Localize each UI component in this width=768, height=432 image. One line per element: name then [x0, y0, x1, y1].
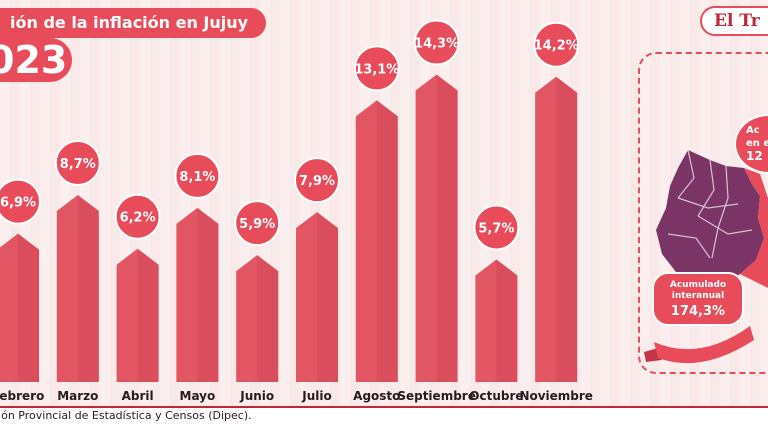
- value-bubble-noviembre: [533, 21, 580, 68]
- bar-shade-septiembre: [436, 74, 458, 383]
- month-label-marzo: Marzo: [57, 389, 98, 403]
- value-bubble-marzo: [54, 139, 101, 186]
- value-label-marzo: 8,7%: [60, 157, 96, 172]
- annotation-line-1: Ac: [746, 125, 760, 136]
- bar-marzo: [56, 194, 99, 382]
- bar-shade-marzo: [77, 194, 99, 382]
- map-panel: [638, 52, 768, 374]
- value-label-octubre: 5,7%: [478, 221, 514, 236]
- value-label-junio: 5,9%: [239, 217, 275, 232]
- value-label-abril: 6,2%: [120, 211, 156, 226]
- jujuy-map-icon: [656, 149, 768, 288]
- bar-septiembre: [415, 74, 458, 383]
- bar-shade-abril: [137, 248, 159, 382]
- ribbon-decoration: [644, 326, 754, 364]
- value-bubble-mayo: [174, 152, 221, 199]
- value-label-julio: 7,9%: [299, 174, 335, 189]
- bar-shade-julio: [317, 212, 338, 382]
- month-label-septiembre: Septiembre: [397, 389, 476, 403]
- value-bubble-abril: [114, 193, 161, 240]
- bar-julio: [296, 212, 338, 382]
- bar-shade-noviembre: [556, 76, 578, 382]
- value-label-febrero: 6,9%: [0, 196, 36, 211]
- value-bubble-febrero: [0, 178, 41, 225]
- bar-abril: [116, 248, 159, 382]
- chart-year: 023: [0, 38, 72, 82]
- inflation-bar-chart: 6,9% Febrero 8,7% Marzo 6,2% Abril 8,1% Mayo 5,9…: [0, 19, 593, 403]
- value-label-noviembre: 14,2%: [534, 39, 579, 54]
- value-bubble-agosto: [353, 45, 400, 92]
- accumulated-value: 174,3%: [670, 304, 726, 319]
- accumulated-label-2: interanual: [671, 291, 725, 301]
- brand-logo: El Tr: [700, 6, 768, 36]
- month-label-junio: Junio: [239, 389, 274, 403]
- month-label-noviembre: Noviembre: [519, 389, 593, 403]
- bar-febrero: [0, 233, 39, 382]
- footer-divider: [0, 406, 768, 408]
- accumulated-badge: Acumulado interanual 174,3%: [652, 272, 744, 326]
- bar-octubre: [475, 259, 518, 382]
- chart-title: ión de la inflación en Jujuy: [0, 8, 266, 38]
- footer-bar: [0, 407, 768, 432]
- month-label-febrero: Febrero: [0, 389, 44, 403]
- bar-shade-octubre: [496, 259, 518, 382]
- month-label-abril: Abril: [122, 389, 154, 403]
- bar-shade-junio: [257, 255, 279, 382]
- source-note: ción Provincial de Estadística y Censos …: [0, 409, 252, 422]
- bar-mayo: [176, 207, 219, 382]
- value-bubble-septiembre: [413, 19, 460, 66]
- value-bubble-junio: [234, 200, 281, 247]
- bar-shade-mayo: [197, 207, 219, 382]
- bar-shade-febrero: [18, 233, 39, 382]
- bar-noviembre: [535, 76, 578, 382]
- value-label-agosto: 13,1%: [354, 62, 399, 77]
- annotation-line-2: en e: [746, 138, 768, 149]
- value-label-septiembre: 14,3%: [414, 37, 459, 52]
- annotation-value: 12: [746, 149, 763, 163]
- month-label-julio: Julio: [301, 389, 331, 403]
- accumulated-label-1: Acumulado: [669, 280, 727, 290]
- bar-agosto: [355, 100, 398, 382]
- bar-shade-agosto: [376, 100, 398, 382]
- value-bubble-octubre: [473, 204, 520, 251]
- value-label-mayo: 8,1%: [179, 170, 215, 185]
- month-label-agosto: Agosto: [353, 389, 400, 403]
- month-label-octubre: Octubre: [469, 389, 523, 403]
- month-label-mayo: Mayo: [180, 389, 216, 403]
- value-bubble-julio: [294, 157, 340, 204]
- bar-junio: [236, 255, 279, 382]
